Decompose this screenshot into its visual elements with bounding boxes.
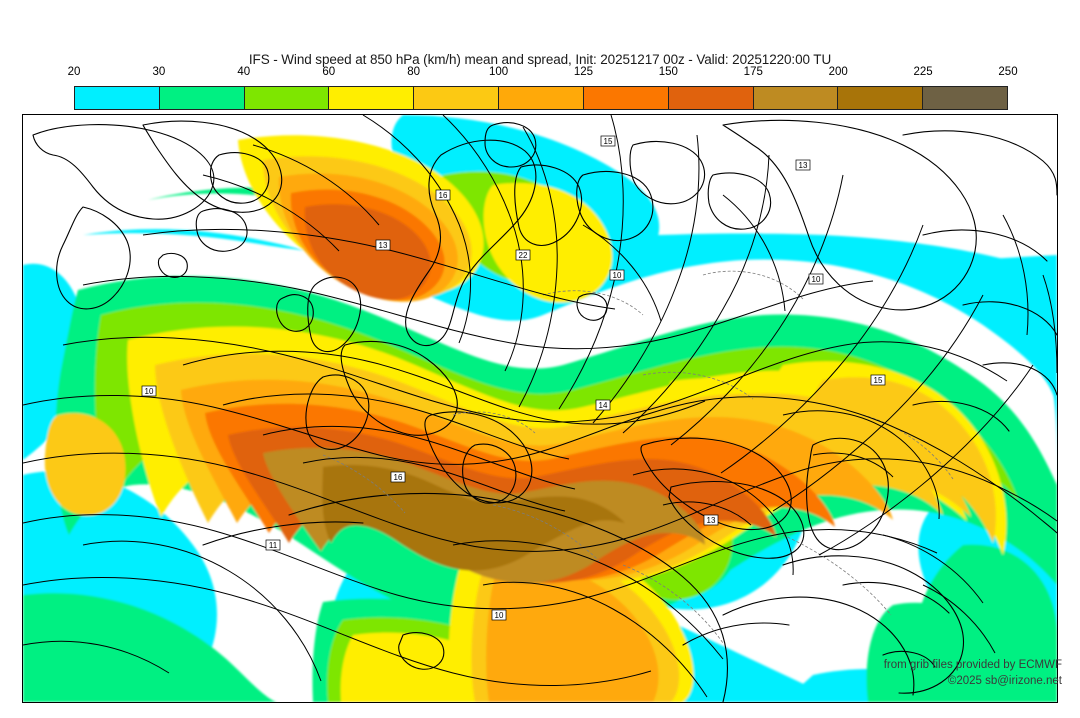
colorbar-tick-labels: 20 30 40 60 80 100 125 150 175 200 225 250 <box>68 66 1018 84</box>
colorbar-band-60-80 <box>329 87 415 109</box>
contour-label-text: 11 <box>269 541 278 550</box>
colorbar-gradient <box>74 86 1008 110</box>
contour-label-box <box>600 135 616 147</box>
colorbar-band-80-100 <box>414 87 500 109</box>
colorbar-tick-250: 250 <box>998 66 1018 78</box>
colorbar-tick-30: 30 <box>152 66 166 78</box>
contour-label-box <box>595 399 611 411</box>
contour-label-box <box>703 514 719 526</box>
colorbar-band-30-40 <box>159 87 245 109</box>
contour-label-box <box>141 385 157 397</box>
colorbar: 20 30 40 60 80 100 125 150 175 200 225 250 <box>68 66 1018 110</box>
contour-label-box <box>435 189 451 201</box>
contour-label-text: 16 <box>439 191 448 200</box>
contour-label-box <box>265 539 281 551</box>
colorbar-band-20-30 <box>75 87 160 109</box>
page-title: IFS - Wind speed at 850 hPa (km/h) mean … <box>248 52 832 67</box>
colorbar-band-150-175 <box>668 87 754 109</box>
contour-label-text: 10 <box>613 271 622 280</box>
contour-label-box <box>870 374 886 386</box>
contour-label-text: 13 <box>799 161 808 170</box>
contour-label-text: 10 <box>145 387 154 396</box>
weather-map[interactable]: 10 10 16 15 13 22 16 10 13 10 15 14 13 11 <box>22 114 1058 703</box>
colorbar-tick-125: 125 <box>573 66 594 78</box>
contour-label-text: 14 <box>599 401 608 410</box>
colorbar-tick-175: 175 <box>743 66 763 78</box>
colorbar-band-40-60 <box>244 87 330 109</box>
colorbar-band-100-125 <box>499 87 584 109</box>
colorbar-tick-100: 100 <box>488 66 509 78</box>
contour-label-text: 13 <box>707 516 716 525</box>
contour-label-text: 10 <box>495 611 504 620</box>
colorbar-tick-150: 150 <box>658 66 678 78</box>
contour-label-box <box>491 609 507 621</box>
contour-label-text: 22 <box>519 251 528 260</box>
contour-label-box <box>375 239 391 251</box>
colorbar-tick-60: 60 <box>322 66 336 78</box>
contour-label-text: 16 <box>394 473 403 482</box>
contour-label-text: 15 <box>874 376 883 385</box>
colorbar-tick-40: 40 <box>237 66 251 78</box>
contour-label-box <box>808 273 824 285</box>
contour-label-box <box>609 269 625 281</box>
colorbar-tick-20: 20 <box>67 66 81 78</box>
colorbar-band-225-250 <box>923 87 1007 109</box>
contour-label-text: 13 <box>379 241 388 250</box>
colorbar-tick-225: 225 <box>913 66 933 78</box>
contour-label-text: 15 <box>604 137 613 146</box>
contour-label-box <box>795 159 811 171</box>
colorbar-tick-80: 80 <box>407 66 421 78</box>
colorbar-band-175-200 <box>753 87 839 109</box>
colorbar-band-200-225 <box>838 87 924 109</box>
colorbar-band-125-150 <box>583 87 669 109</box>
contour-labels: 10 10 16 15 13 22 16 10 13 10 15 14 13 11 <box>141 135 886 621</box>
map-canvas: 10 10 16 15 13 22 16 10 13 10 15 14 13 11 <box>23 115 1057 702</box>
colorbar-tick-200: 200 <box>828 66 848 78</box>
contour-label-box <box>515 249 531 261</box>
contour-label-text: 10 <box>812 275 821 284</box>
contour-label-box <box>390 471 406 483</box>
